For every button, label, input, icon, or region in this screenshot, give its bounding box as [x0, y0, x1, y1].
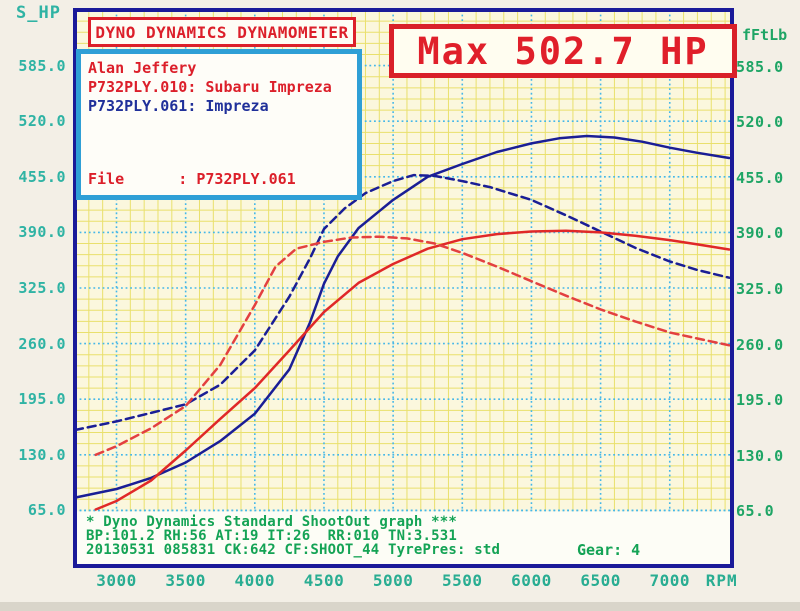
y-axis-right-tick: 65.0 [736, 502, 775, 521]
y-axis-right-tick: 260.0 [736, 335, 784, 354]
y-axis-right-tick: 585.0 [736, 57, 784, 76]
run-label-red: P732PLY.010: Subaru Impreza [88, 78, 332, 96]
y-axis-left-tick: 325.0 [18, 279, 66, 297]
x-axis-tick: 5500 [442, 571, 483, 590]
footer-line-1: * Dyno Dynamics Standard ShootOut graph … [86, 514, 458, 530]
y-axis-left-tick: 130.0 [18, 445, 66, 464]
x-axis-tick: 4500 [303, 571, 345, 590]
curve-p732ply061-power [73, 134, 731, 499]
max-power-badge: Max 502.7 HP [389, 24, 737, 78]
curve-p732ply010-torque [94, 235, 731, 457]
run-label-blue: P732PLY.061: Impreza [88, 97, 269, 115]
run-info-box: Alan Jeffery P732PLY.010: Subaru Impreza… [76, 49, 362, 200]
scan-edge-shadow [0, 602, 800, 611]
x-axis-tick: 3500 [165, 571, 206, 590]
y-axis-left-tick: 455.0 [18, 167, 66, 186]
right-axis-title: fFtLb [742, 26, 788, 44]
curve-p732ply061-torque [73, 173, 731, 432]
x-axis-tick: 6500 [580, 571, 621, 590]
dyno-title-text: DYNO DYNAMICS DYNAMOMETER [95, 22, 349, 42]
dyno-title-box: DYNO DYNAMICS DYNAMOMETER [88, 17, 356, 47]
y-axis-left-tick: 260.0 [18, 334, 66, 353]
y-axis-left-tick: 585.0 [18, 56, 66, 75]
x-axis-tick: 5000 [372, 571, 414, 590]
x-axis-unit-label: RPM [705, 571, 738, 590]
y-axis-right-tick: 520.0 [736, 113, 784, 132]
file-name-line: File : P732PLY.061 [88, 170, 296, 188]
y-axis-left-tick: 65.0 [27, 501, 66, 520]
y-axis-right-tick: 455.0 [736, 168, 784, 187]
x-axis-tick: 4000 [234, 571, 276, 590]
footer-line-2: BP:101.2 RH:56 AT:19 IT:26 RR:010 TN:3.5… [86, 528, 458, 544]
y-axis-right-tick: 195.0 [736, 391, 784, 410]
y-axis-left-tick: 390.0 [18, 223, 66, 242]
curve-p732ply010-power [94, 229, 731, 511]
plot-border [73, 8, 734, 568]
y-axis-right-tick: 390.0 [736, 224, 784, 243]
y-axis-left-tick: 195.0 [18, 390, 66, 409]
x-axis-tick: 7000 [649, 571, 691, 590]
y-axis-right-tick: 130.0 [736, 446, 784, 465]
footer-strip [77, 511, 730, 564]
left-axis-title: S_HP [16, 3, 61, 23]
footer-line-3: 20130531 085831 CK:642 CF:SHOOT_44 TyreP… [86, 542, 501, 558]
y-axis-left-tick: 520.0 [18, 112, 66, 131]
max-power-text: Max 502.7 HP [417, 29, 709, 73]
y-axis-right-tick: 325.0 [736, 280, 784, 298]
x-axis-tick: 6000 [511, 571, 552, 590]
x-axis-tick: 3000 [96, 571, 137, 590]
owner-name: Alan Jeffery [88, 59, 197, 77]
gear-indicator: Gear: 4 [577, 541, 641, 559]
